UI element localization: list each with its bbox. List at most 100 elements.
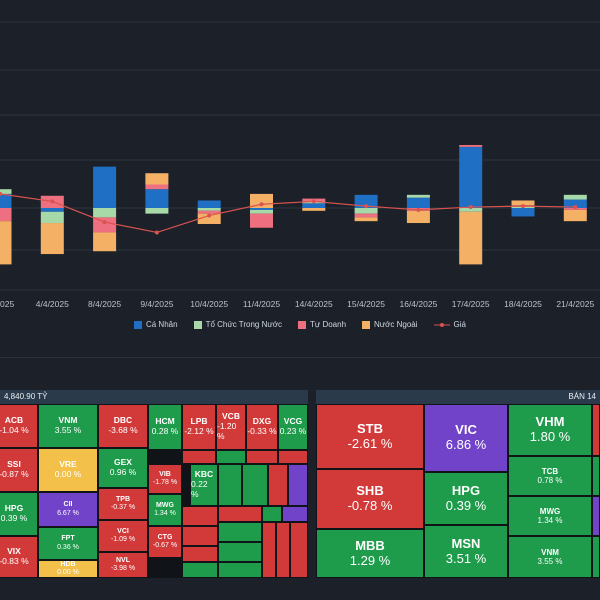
treemap-tile-minor[interactable] xyxy=(290,522,308,578)
treemap-tile-msn[interactable]: MSN 3.51 % xyxy=(424,525,508,578)
treemap-tile-hdb[interactable]: HDB 0.00 % xyxy=(38,560,98,578)
ticker-change: 6.67 % xyxy=(57,509,79,517)
treemap-tile-vnm[interactable]: VNM 3.55 % xyxy=(508,536,592,578)
ticker-symbol: VCG xyxy=(283,416,303,427)
treemap-tile-vci[interactable]: VCI -1.09 % xyxy=(98,520,148,552)
treemap-tile-stb[interactable]: STB -2.61 % xyxy=(316,404,424,469)
price-point xyxy=(207,213,212,218)
treemap-tile-minor[interactable] xyxy=(278,450,308,464)
treemap-tile-minor[interactable] xyxy=(218,542,262,562)
treemap-tile-dxg[interactable]: DXG -0.33 % xyxy=(246,404,278,450)
legend-item-nuoc-ngoai[interactable]: Nước Ngoài xyxy=(362,320,418,329)
legend-label: Tự Doanh xyxy=(309,320,347,329)
legend-label: Cá Nhân xyxy=(145,320,178,329)
ticker-change: -2.12 % xyxy=(184,426,214,436)
treemap-tile-vhm[interactable]: VHM 1.80 % xyxy=(508,404,592,456)
bar-segment xyxy=(40,223,64,255)
treemap-tile-mbb[interactable]: MBB 1.29 % xyxy=(316,529,424,578)
treemap-tile-nvl[interactable]: NVL -3.98 % xyxy=(98,552,148,578)
treemap-tile-minor[interactable] xyxy=(592,456,600,496)
bar-segment xyxy=(40,211,64,224)
ticker-change: 1.34 % xyxy=(154,510,176,517)
treemap-tile-acb[interactable]: ACB -1.04 % xyxy=(0,404,38,448)
ticker-change: 0.78 % xyxy=(537,476,563,485)
treemap-tile-minor[interactable] xyxy=(246,450,278,464)
legend-label: Tổ Chức Trong Nước xyxy=(205,320,282,329)
treemap-tile-minor[interactable] xyxy=(282,506,308,522)
treemap-tile-minor[interactable] xyxy=(218,464,242,506)
x-tick-label: 10/4/2025 xyxy=(190,299,228,309)
bar-segment xyxy=(197,213,221,224)
ticker-symbol: VIB xyxy=(159,470,171,478)
treemap-tile-minor[interactable] xyxy=(592,536,600,578)
bar-segment xyxy=(145,189,169,208)
treemap-tile-vre[interactable]: VRE 0.00 % xyxy=(38,448,98,492)
treemap-tile-ctg[interactable]: CTG -0.67 % xyxy=(148,526,182,558)
treemap-tile-mwg[interactable]: MWG 1.34 % xyxy=(508,496,592,536)
treemap-tile-minor[interactable] xyxy=(218,522,262,542)
ticker-change: 0.23 % xyxy=(279,426,307,436)
treemap-tile-vic[interactable]: VIC 6.86 % xyxy=(424,404,508,472)
ticker-symbol: HPG xyxy=(4,503,24,514)
treemap-tile-minor[interactable] xyxy=(262,522,276,578)
treemap-tile-minor[interactable] xyxy=(182,506,218,526)
treemap-left: ACB -1.04 % SSI -0.87 % HPG 0.39 % VIX -0.83 % V… xyxy=(0,404,308,578)
treemap-tile-shb[interactable]: SHB -0.78 % xyxy=(316,469,424,529)
ticker-change: -1.20 % xyxy=(217,421,237,441)
ticker-change: -1.78 % xyxy=(152,479,178,486)
treemap-tile-hcm[interactable]: HCM 0.28 % xyxy=(148,404,182,450)
ticker-symbol: HDB xyxy=(60,560,76,568)
ticker-symbol: MWG xyxy=(539,506,561,516)
treemap-tile-minor[interactable] xyxy=(592,496,600,536)
treemap-tile-minor[interactable] xyxy=(268,464,288,506)
treemap-tile-tcb[interactable]: TCB 0.78 % xyxy=(508,456,592,496)
legend-item-ca-nhan[interactable]: Cá Nhân xyxy=(133,320,178,329)
legend-item-to-chuc[interactable]: Tổ Chức Trong Nước xyxy=(193,320,282,329)
treemap-tile-minor[interactable] xyxy=(182,450,216,464)
treemap-tile-gex[interactable]: GEX 0.96 % xyxy=(98,448,148,488)
ticker-symbol: FPT xyxy=(61,535,75,543)
ticker-change: 3.51 % xyxy=(445,550,487,566)
treemap-tile-fpt[interactable]: FPT 0.36 % xyxy=(38,527,98,560)
treemap-tile-vnm[interactable]: VNM 3.55 % xyxy=(38,404,98,448)
bar-segment xyxy=(511,200,535,206)
treemap-tile-minor[interactable] xyxy=(592,404,600,456)
bar-segment xyxy=(197,200,221,208)
treemap-tile-minor[interactable] xyxy=(262,506,282,522)
treemap-tile-kbc[interactable]: KBC 0.22 % xyxy=(190,464,218,506)
treemap-tile-minor[interactable] xyxy=(182,546,218,562)
treemap-tile-vix[interactable]: VIX -0.83 % xyxy=(0,536,38,578)
treemap-tile-tpb[interactable]: TPB -0.37 % xyxy=(98,488,148,520)
ticker-change: 0.22 % xyxy=(191,479,208,499)
treemap-tile-minor[interactable] xyxy=(242,464,268,506)
treemap-tile-ssi[interactable]: SSI -0.87 % xyxy=(0,448,38,492)
treemap-tile-minor[interactable] xyxy=(216,450,246,464)
ticker-symbol: STB xyxy=(357,420,383,436)
treemap-tile-mwg[interactable]: MWG 1.34 % xyxy=(148,494,182,526)
treemap-tile-minor[interactable] xyxy=(218,506,262,522)
treemap-tile-cii[interactable]: CII 6.67 % xyxy=(38,492,98,527)
treemap-tile-minor[interactable] xyxy=(288,464,308,506)
treemap-tile-hpg[interactable]: HPG 0.39 % xyxy=(424,472,508,525)
treemap-tile-minor[interactable] xyxy=(182,526,218,546)
bar-segment xyxy=(0,221,12,265)
treemap-tile-minor[interactable] xyxy=(276,522,290,578)
legend-item-gia[interactable]: Giá xyxy=(433,320,466,329)
bar-segment xyxy=(145,208,169,214)
treemap-tile-vcg[interactable]: VCG 0.23 % xyxy=(278,404,308,450)
panel-header: 4,840.90 TỶ xyxy=(0,390,308,404)
treemap-tile-vib[interactable]: VIB -1.78 % xyxy=(148,464,182,494)
treemap-tile-dbc[interactable]: DBC -3.68 % xyxy=(98,404,148,448)
ticker-symbol: VIX xyxy=(7,546,21,557)
treemap-tile-hpg[interactable]: HPG 0.39 % xyxy=(0,492,38,536)
treemap-tile-minor[interactable] xyxy=(182,562,218,578)
ticker-symbol: VRE xyxy=(59,459,77,470)
legend-item-tu-doanh[interactable]: Tự Doanh xyxy=(297,320,347,329)
bar-segment xyxy=(302,203,326,208)
treemap-tile-lpb[interactable]: LPB -2.12 % xyxy=(182,404,216,450)
treemap-tile-minor[interactable] xyxy=(218,562,262,578)
x-tick-label: 18/4/2025 xyxy=(504,299,542,309)
treemap-tile-vcb[interactable]: VCB -1.20 % xyxy=(216,404,246,450)
price-point xyxy=(0,191,2,196)
bar-segment xyxy=(354,213,378,218)
